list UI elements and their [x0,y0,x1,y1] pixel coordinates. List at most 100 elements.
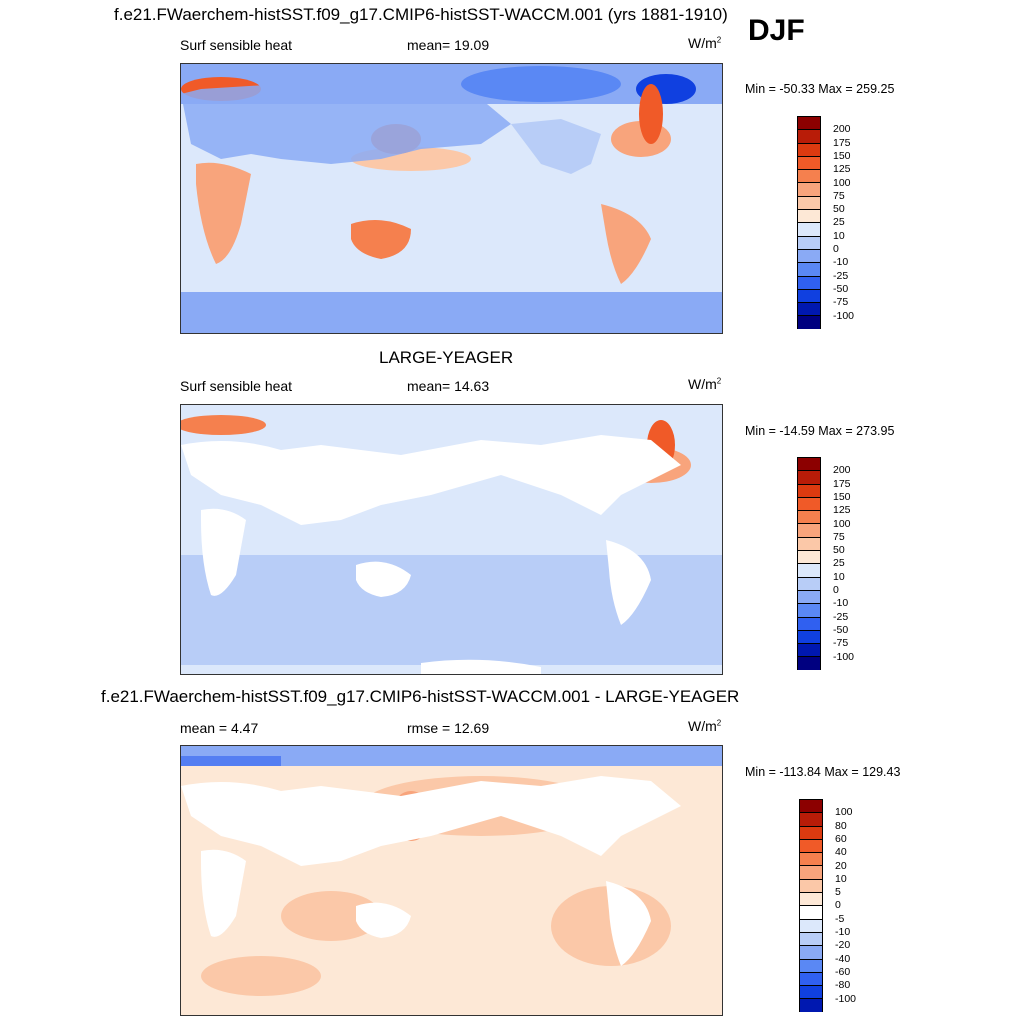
colorbar-swatch [797,288,821,303]
colorbar-swatch [797,523,821,537]
colorbar-level-label: -75 [833,637,849,650]
colorbar-level-label: -100 [833,650,855,663]
colorbar-level-label: 80 [835,819,847,832]
panel3-units: W/m2 [688,718,722,734]
panel1-minmax: Min = -50.33 Max = 259.25 [745,82,895,96]
colorbar-swatch [799,985,823,999]
colorbar-swatch [797,643,821,657]
panel2-map [180,404,723,675]
colorbar-level-label: 175 [833,477,851,490]
colorbar-level-label: -80 [835,979,851,992]
colorbar-level-label: 10 [835,872,847,885]
colorbar-swatch [799,799,823,813]
colorbar-level-label: -10 [833,256,849,269]
colorbar-swatch [797,142,821,156]
colorbar-swatch [797,235,821,249]
colorbar-swatch [797,457,821,471]
colorbar-level-label: 175 [833,136,851,149]
colorbar-level-label: 25 [833,557,845,570]
colorbar-swatch [797,496,821,511]
colorbar-level-label: 40 [835,846,847,859]
panel3-mean-label: mean = 4.47 [180,720,259,736]
colorbar-swatch [797,470,821,484]
colorbar-swatch [797,656,821,670]
panel2-variable-label: Surf sensible heat [180,378,293,394]
colorbar-swatch [797,536,821,551]
panel3-rmse-label: rmse = 12.69 [407,720,490,736]
colorbar-level-label: 0 [835,899,841,912]
panel1-map [180,63,723,334]
colorbar-swatch [799,998,823,1012]
colorbar-swatch [797,222,821,236]
colorbar-level-label: -25 [833,269,849,282]
colorbar-swatch [797,576,821,590]
colorbar-level-label: 75 [833,189,845,202]
colorbar-level-label: -60 [835,965,851,978]
colorbar-swatch [799,971,823,986]
colorbar-swatch [799,852,823,866]
colorbar-swatch [799,878,823,893]
colorbar-swatch [797,302,821,316]
colorbar-swatch [797,315,821,329]
colorbar-swatch [799,865,823,879]
colorbar-swatch [797,510,821,524]
colorbar-swatch [799,905,823,919]
panel2-minmax: Min = -14.59 Max = 273.95 [745,424,895,438]
colorbar-swatch [797,616,821,630]
colorbar-swatch [797,209,821,223]
colorbar-swatch [799,945,823,959]
colorbar-level-label: 100 [833,517,851,530]
panel1-colorbar: 200 175 150 125 100 75 50 25 10 0 -10 -25 -50 -75 -100 [797,116,854,329]
colorbar-swatch [799,892,823,906]
colorbar-level-label: -10 [833,597,849,610]
panel3-title: f.e21.FWaerchem-histSST.f09_g17.CMIP6-hi… [101,687,740,706]
panel3-map [180,745,723,1016]
colorbar-level-label: -50 [833,282,849,295]
colorbar-level-label: 100 [833,176,851,189]
colorbar-level-label: 5 [835,886,841,899]
panel2-units: W/m2 [688,376,722,392]
colorbar-level-label: -50 [833,623,849,636]
colorbar-swatch [797,116,821,130]
season-label: DJF [748,14,805,47]
colorbar-level-label: 0 [833,243,839,255]
colorbar-level-label: 10 [833,570,845,583]
panel2-title: LARGE-YEAGER [379,348,514,367]
panel3-map-svg [181,746,722,1015]
colorbar-level-label: -100 [835,992,857,1005]
colorbar-swatch [797,262,821,276]
colorbar-level-label: -20 [835,939,851,952]
colorbar-level-label: 60 [835,832,847,845]
colorbar-swatch [797,195,821,210]
panel1-title: f.e21.FWaerchem-histSST.f09_g17.CMIP6-hi… [114,5,728,24]
colorbar-swatch [797,603,821,617]
colorbar-level-label: 10 [833,229,845,242]
colorbar-swatch [797,275,821,289]
panel3-minmax: Min = -113.84 Max = 129.43 [745,765,901,779]
panel3-colorbar: 100 80 60 40 20 10 5 0 -5 -10 -20 -40 -60 -80 -100 [799,799,856,1012]
panel1-mean-label: mean= 19.09 [407,37,490,53]
colorbar-swatch [797,248,821,263]
colorbar-swatch [799,931,823,946]
colorbar-swatch [797,155,821,170]
colorbar-level-label: 20 [835,859,847,872]
colorbar-level-label: 125 [833,504,851,517]
colorbar-swatch [797,563,821,577]
colorbar-swatch [799,958,823,972]
colorbar-level-label: 50 [833,544,845,557]
colorbar-level-label: 25 [833,216,845,229]
colorbar-swatch [799,825,823,839]
panel1-units: W/m2 [688,35,722,51]
colorbar-swatch [799,812,823,826]
colorbar-swatch [797,483,821,497]
colorbar-level-label: 200 [833,123,851,136]
colorbar-level-label: 75 [833,530,845,543]
panel2-mean-label: mean= 14.63 [407,378,490,394]
panel1-map-svg [181,64,722,333]
colorbar-level-label: -5 [835,912,845,925]
colorbar-swatch [797,182,821,196]
colorbar-level-label: 0 [833,584,839,596]
colorbar-level-label: 150 [833,490,851,503]
colorbar-level-label: -40 [835,952,851,965]
colorbar-level-label: -25 [833,610,849,623]
